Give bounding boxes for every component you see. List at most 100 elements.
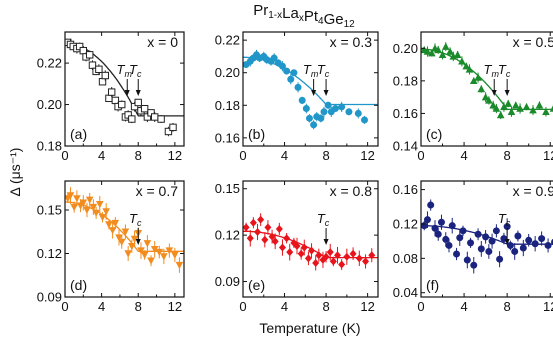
- panel-frame: [64, 180, 185, 298]
- data-point: [469, 76, 478, 85]
- data-point: [305, 114, 313, 122]
- x-tick-label: 8: [504, 299, 511, 314]
- data-point: [95, 65, 103, 74]
- data-point: [140, 251, 149, 259]
- data-point: [243, 223, 250, 232]
- composition-label: x = 0.7: [136, 183, 179, 199]
- y-tick-label: 0.08: [393, 251, 418, 266]
- data-point: [124, 250, 132, 258]
- data-point: [448, 222, 456, 230]
- data-point: [134, 98, 142, 107]
- x-tick-label: 12: [168, 148, 182, 163]
- data-point: [500, 102, 508, 111]
- data-point: [98, 214, 107, 222]
- data-point: [453, 250, 461, 258]
- data-point: [482, 233, 490, 241]
- panel-label: (e): [248, 277, 265, 293]
- data-point: [155, 248, 164, 257]
- data-point: [150, 245, 159, 254]
- x-axis-label: Temperature (K): [259, 320, 360, 336]
- data-point: [492, 227, 500, 235]
- data-point: [249, 218, 257, 227]
- data-point: [108, 227, 117, 235]
- x-tick-label: 8: [135, 148, 142, 163]
- data-point: [362, 257, 370, 266]
- data-point: [522, 102, 531, 111]
- data-point: [304, 254, 312, 263]
- data-point: [175, 261, 184, 270]
- panel-label: (b): [248, 126, 265, 142]
- data-point: [315, 251, 323, 260]
- data-point: [111, 219, 120, 228]
- data-point: [101, 71, 109, 80]
- panel-label: (f): [426, 277, 439, 293]
- data-point: [290, 69, 298, 77]
- data-point: [264, 223, 272, 232]
- data-point: [95, 201, 104, 209]
- data-point: [169, 123, 177, 132]
- data-point: [324, 101, 332, 109]
- x-tick-label: 12: [543, 148, 553, 163]
- data-point: [107, 88, 116, 96]
- x-tick-label: 0: [61, 148, 68, 163]
- y-tick-label: 0.12: [215, 228, 240, 243]
- x-tick-label: 4: [98, 148, 105, 163]
- data-point: [453, 50, 462, 58]
- data-point: [283, 67, 291, 75]
- data-point: [105, 221, 113, 229]
- data-point: [474, 230, 482, 238]
- data-point: [438, 50, 447, 58]
- data-point: [130, 235, 139, 243]
- data-point: [140, 104, 149, 113]
- y-tick-label: 0.20: [393, 41, 418, 56]
- data-point: [463, 256, 471, 264]
- data-point: [257, 215, 265, 224]
- transition-label: Tc: [317, 62, 330, 79]
- composition-label: x = 0.3: [330, 34, 373, 50]
- panel-frame: [420, 180, 553, 298]
- data-point: [88, 61, 97, 69]
- data-point: [427, 201, 435, 209]
- figure-title: Pr1-xLaxPt4Ge12: [253, 2, 355, 30]
- data-point: [98, 78, 107, 86]
- data-point: [118, 100, 126, 109]
- data-point: [338, 103, 346, 111]
- data-point: [320, 108, 328, 116]
- data-point: [354, 109, 362, 117]
- x-tick-label: 12: [543, 299, 553, 314]
- panel-frame: [64, 31, 185, 147]
- data-point: [271, 237, 279, 246]
- data-point: [427, 49, 436, 57]
- data-point: [474, 73, 482, 81]
- x-tick-label: 0: [417, 299, 424, 314]
- data-point: [86, 51, 94, 59]
- y-tick-label: 0.18: [393, 73, 418, 88]
- data-point: [459, 227, 467, 235]
- data-point: [317, 114, 325, 122]
- data-point: [121, 228, 130, 236]
- y-tick-label: 0.14: [393, 139, 418, 154]
- data-point: [437, 218, 445, 226]
- y-tick-label: 0.12: [37, 246, 62, 261]
- data-point: [143, 240, 152, 248]
- data-point: [507, 107, 516, 115]
- data-point: [485, 247, 493, 255]
- data-point: [89, 203, 98, 212]
- transition-label: Tc: [498, 62, 511, 79]
- y-tick-label: 0.16: [215, 130, 240, 145]
- data-point: [302, 105, 310, 113]
- data-point: [485, 96, 493, 104]
- transition-label: Tm: [303, 62, 319, 79]
- data-point: [489, 101, 497, 109]
- data-point: [496, 111, 505, 119]
- data-point: [278, 62, 286, 70]
- y-tick-label: 0.15: [215, 181, 240, 196]
- data-point: [270, 54, 278, 62]
- transition-label: Tc: [498, 211, 511, 228]
- data-point: [441, 42, 450, 50]
- data-point: [151, 113, 159, 121]
- data-point: [488, 237, 496, 245]
